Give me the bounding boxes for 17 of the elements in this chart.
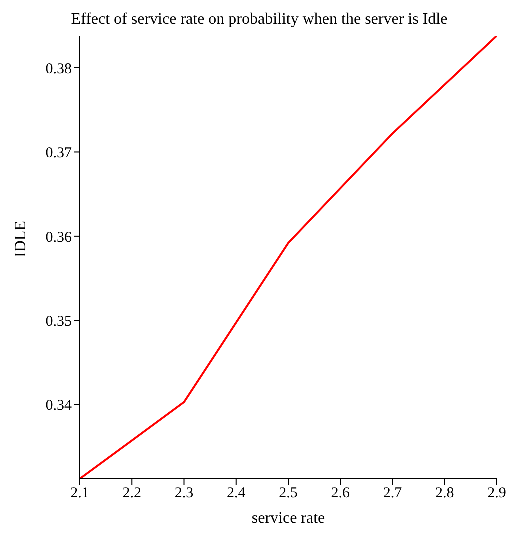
y-tick-label: 0.36 xyxy=(46,230,72,246)
y-tick-label: 0.37 xyxy=(46,146,72,162)
x-axis-title: service rate xyxy=(252,510,326,527)
y-axis-title: IDLE xyxy=(12,221,30,258)
x-tick-label: 2.4 xyxy=(227,486,246,502)
y-tick-label: 0.34 xyxy=(46,398,72,414)
x-tick-label: 2.1 xyxy=(70,486,90,502)
x-tick-label: 2.9 xyxy=(488,486,506,502)
y-tick-label: 0.38 xyxy=(46,61,72,78)
x-tick-label: 2.7 xyxy=(383,486,403,502)
chart-title: Effect of service rate on probability when the server is Idle xyxy=(70,10,449,30)
x-tick-label: 2.2 xyxy=(122,486,142,502)
x-tick-label: 2.3 xyxy=(174,486,194,502)
x-tick-label: 2.5 xyxy=(279,486,298,502)
x-tick-label: 2.8 xyxy=(436,486,454,502)
y-tick-label: 0.35 xyxy=(46,314,72,330)
x-tick-label: 2.6 xyxy=(331,486,350,502)
